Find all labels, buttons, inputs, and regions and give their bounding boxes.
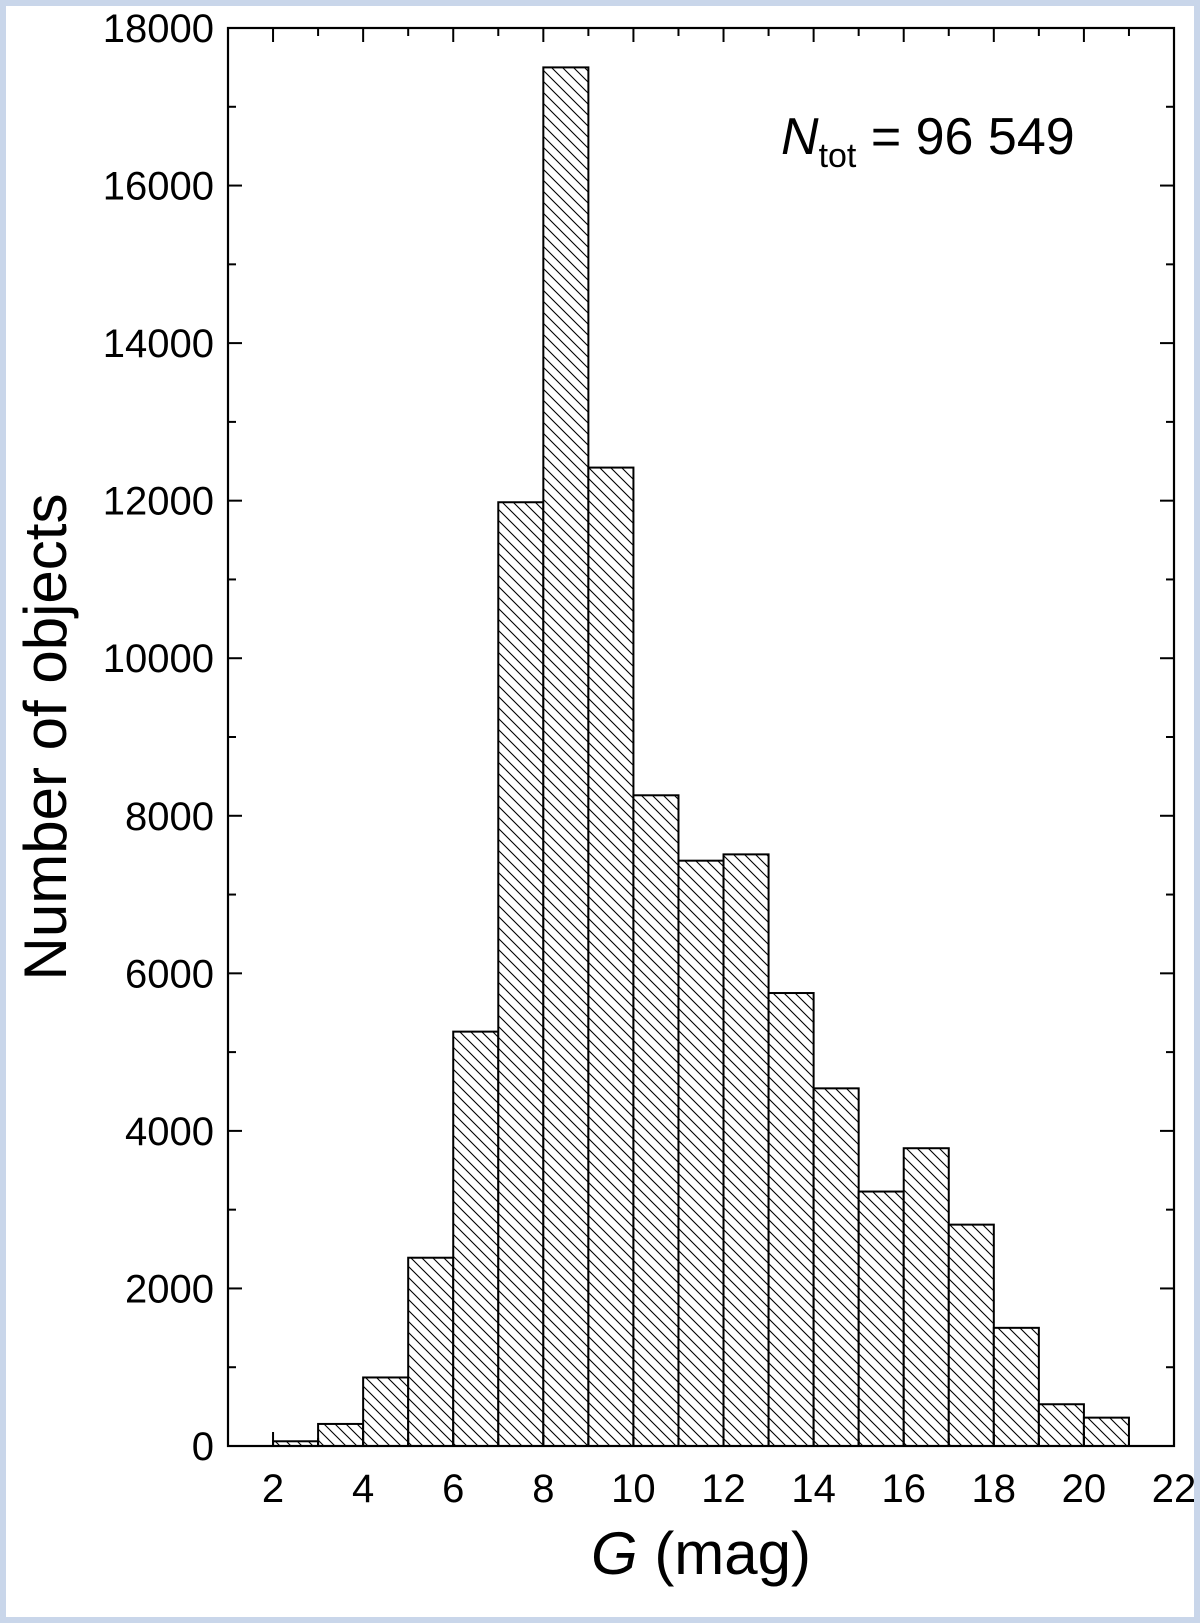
x-tick-label: 20 — [1062, 1467, 1107, 1511]
x-axis-title-unit: (mag) — [638, 1520, 811, 1587]
x-tick-label: 4 — [352, 1467, 374, 1511]
histogram-bar — [1082, 1416, 1130, 1448]
histogram-chart: 2 4 6 8 10 12 14 16 18 20 22 0 2000 4000 6000 8000 1000… — [12, 7, 1194, 1587]
figure-frame: 2 4 6 8 10 12 14 16 18 20 22 0 2000 4000 6000 8000 1000… — [6, 6, 1194, 1617]
y-tick-labels: 0 2000 4000 6000 8000 10000 12000 14000 16000 180… — [103, 7, 214, 1469]
x-tick-label: 10 — [611, 1467, 656, 1511]
x-tick-label: 16 — [881, 1467, 926, 1511]
axis-ticks — [227, 27, 1175, 1447]
y-tick-label: 4000 — [125, 1110, 214, 1154]
histogram-bar — [1037, 1403, 1085, 1448]
x-tick-label: 18 — [972, 1467, 1017, 1511]
histogram-bar — [722, 853, 770, 1447]
x-tick-label: 6 — [442, 1467, 464, 1511]
histogram-bar — [452, 1030, 500, 1448]
y-tick-label: 2000 — [125, 1267, 214, 1311]
histogram-bar — [992, 1326, 1040, 1448]
y-axis-title: Number of objects — [12, 494, 79, 981]
histogram-bar — [497, 501, 545, 1447]
y-tick-label: 14000 — [103, 322, 214, 366]
histogram-bar — [677, 859, 725, 1447]
x-tick-labels: 2 4 6 8 10 12 14 16 18 20 22 — [262, 1467, 1194, 1511]
x-tick-label: 22 — [1152, 1467, 1194, 1511]
y-tick-label: 16000 — [103, 165, 214, 209]
histogram-bar — [542, 66, 590, 1447]
x-tick-label: 14 — [791, 1467, 836, 1511]
y-tick-label: 18000 — [103, 7, 214, 51]
histogram-bar — [857, 1190, 905, 1447]
annotation-subscript: tot — [819, 137, 857, 175]
x-axis-title-symbol: G — [591, 1520, 638, 1587]
x-axis-title: G (mag) — [591, 1520, 811, 1587]
histogram-bar — [407, 1256, 455, 1447]
histogram-bar — [587, 466, 635, 1447]
histogram-bar — [362, 1376, 410, 1448]
histogram-bar — [767, 992, 815, 1447]
y-tick-label: 8000 — [125, 795, 214, 839]
annotation-symbol: N — [781, 108, 819, 166]
y-tick-label: 10000 — [103, 637, 214, 681]
histogram-bar — [902, 1147, 950, 1447]
y-tick-label: 12000 — [103, 480, 214, 524]
histogram-bar — [947, 1223, 995, 1447]
x-tick-label: 2 — [262, 1467, 284, 1511]
x-tick-label: 12 — [701, 1467, 746, 1511]
x-tick-label: 8 — [532, 1467, 554, 1511]
histogram-bar — [812, 1087, 860, 1447]
bars-group — [272, 66, 1130, 1448]
annotation-value: = 96 549 — [856, 108, 1074, 166]
histogram-bar — [632, 794, 680, 1447]
total-count-annotation: Ntot = 96 549 — [781, 108, 1075, 175]
y-tick-label: 0 — [192, 1425, 214, 1469]
histogram-bar — [317, 1422, 365, 1448]
y-tick-label: 6000 — [125, 952, 214, 996]
